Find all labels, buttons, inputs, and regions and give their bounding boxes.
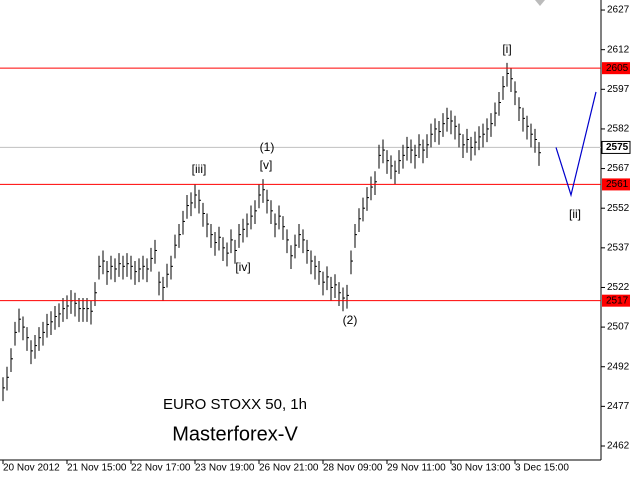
y-tick-label: 2522 bbox=[607, 282, 630, 293]
x-tick-label: 28 Nov 09:00 bbox=[323, 463, 383, 474]
y-tick-label: 2507 bbox=[607, 322, 630, 333]
level-label: 2517 bbox=[606, 295, 629, 306]
y-tick-label: 2582 bbox=[607, 124, 630, 135]
shift-marker bbox=[535, 0, 545, 6]
wave-label: [v] bbox=[260, 158, 273, 172]
y-tick-label: 2537 bbox=[607, 242, 630, 253]
x-tick-label: 23 Nov 19:00 bbox=[195, 463, 255, 474]
x-tick-label: 30 Nov 13:00 bbox=[451, 463, 511, 474]
wave-label: (1) bbox=[260, 140, 275, 154]
level-label-box bbox=[602, 62, 630, 75]
x-tick-label: 3 Dec 15:00 bbox=[515, 463, 569, 474]
level-label: 2561 bbox=[606, 179, 629, 190]
level-label: 2605 bbox=[606, 63, 629, 74]
wave-label: [iv] bbox=[235, 260, 250, 274]
level-label-box bbox=[602, 294, 630, 307]
wave-label: [iii] bbox=[192, 162, 207, 176]
y-tick-label: 2477 bbox=[607, 401, 630, 412]
wave-label: [ii] bbox=[569, 207, 581, 221]
y-tick-label: 2597 bbox=[607, 84, 630, 95]
x-tick-label: 22 Nov 17:00 bbox=[131, 463, 191, 474]
wave-label: [i] bbox=[502, 42, 511, 56]
x-tick-label: 20 Nov 2012 bbox=[3, 463, 60, 474]
x-tick-label: 26 Nov 21:00 bbox=[259, 463, 319, 474]
x-tick-label: 29 Nov 11:00 bbox=[387, 463, 446, 474]
y-tick-label: 2552 bbox=[607, 203, 630, 214]
x-tick-label: 21 Nov 15:00 bbox=[67, 463, 127, 474]
current-price-label: 2575 bbox=[606, 142, 629, 153]
level-label-box bbox=[602, 178, 630, 191]
y-tick-label: 2462 bbox=[607, 441, 630, 452]
watermark: Masterforex-V bbox=[172, 423, 298, 445]
projection-line bbox=[555, 91, 597, 198]
current-price-box bbox=[601, 140, 631, 154]
y-tick-label: 2627 bbox=[607, 5, 630, 16]
chart-title: EURO STOXX 50, 1h bbox=[163, 396, 307, 413]
y-tick-label: 2492 bbox=[607, 361, 630, 372]
y-tick-label: 2612 bbox=[607, 44, 630, 55]
wave-label: (2) bbox=[343, 313, 358, 327]
y-tick-label: 2567 bbox=[607, 163, 630, 174]
